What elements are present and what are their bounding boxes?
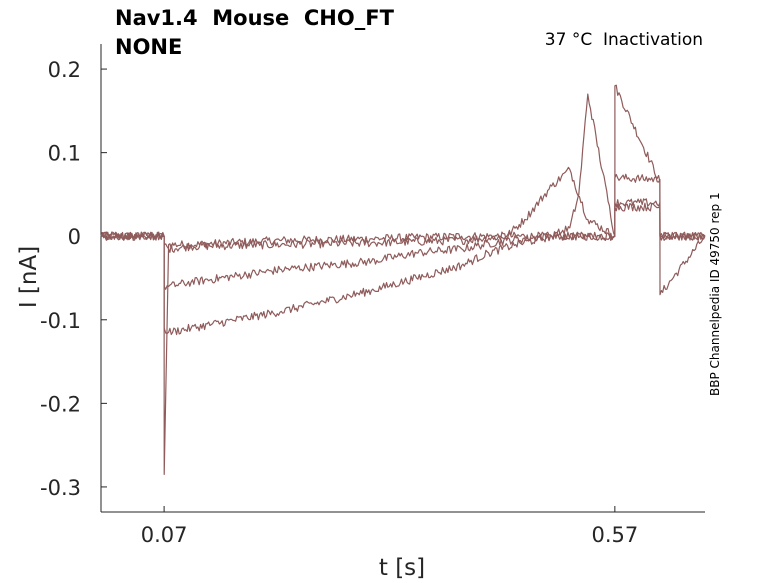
x-tick-label: 0.57 [591,523,638,547]
axes: 0.2 0.1 0 -0.1 -0.2 -0.3 0.07 0.57 [40,44,705,547]
trace-line-1 [100,84,706,475]
y-tick-label: 0 [68,225,81,249]
x-axis-label: t [s] [379,555,425,581]
chart-title-line-1: Nav1.4 Mouse CHO_FT [115,6,394,30]
trace-line-4 [100,198,706,336]
y-tick-label: 0.1 [48,142,81,166]
y-axis-label: I [nA] [16,246,42,308]
x-tick-label: 0.07 [141,523,188,547]
trace-line-3 [100,93,706,290]
y-tick-label: -0.3 [40,476,81,500]
trace-line-2 [100,166,706,253]
traces [100,84,706,475]
chart-title-line-2: NONE [115,35,183,59]
y-tick-label: -0.1 [40,309,81,333]
y-tick-label: -0.2 [40,392,81,416]
chart-subtitle: 37 °C Inactivation [544,30,703,50]
y-tick-label: 0.2 [48,58,81,82]
